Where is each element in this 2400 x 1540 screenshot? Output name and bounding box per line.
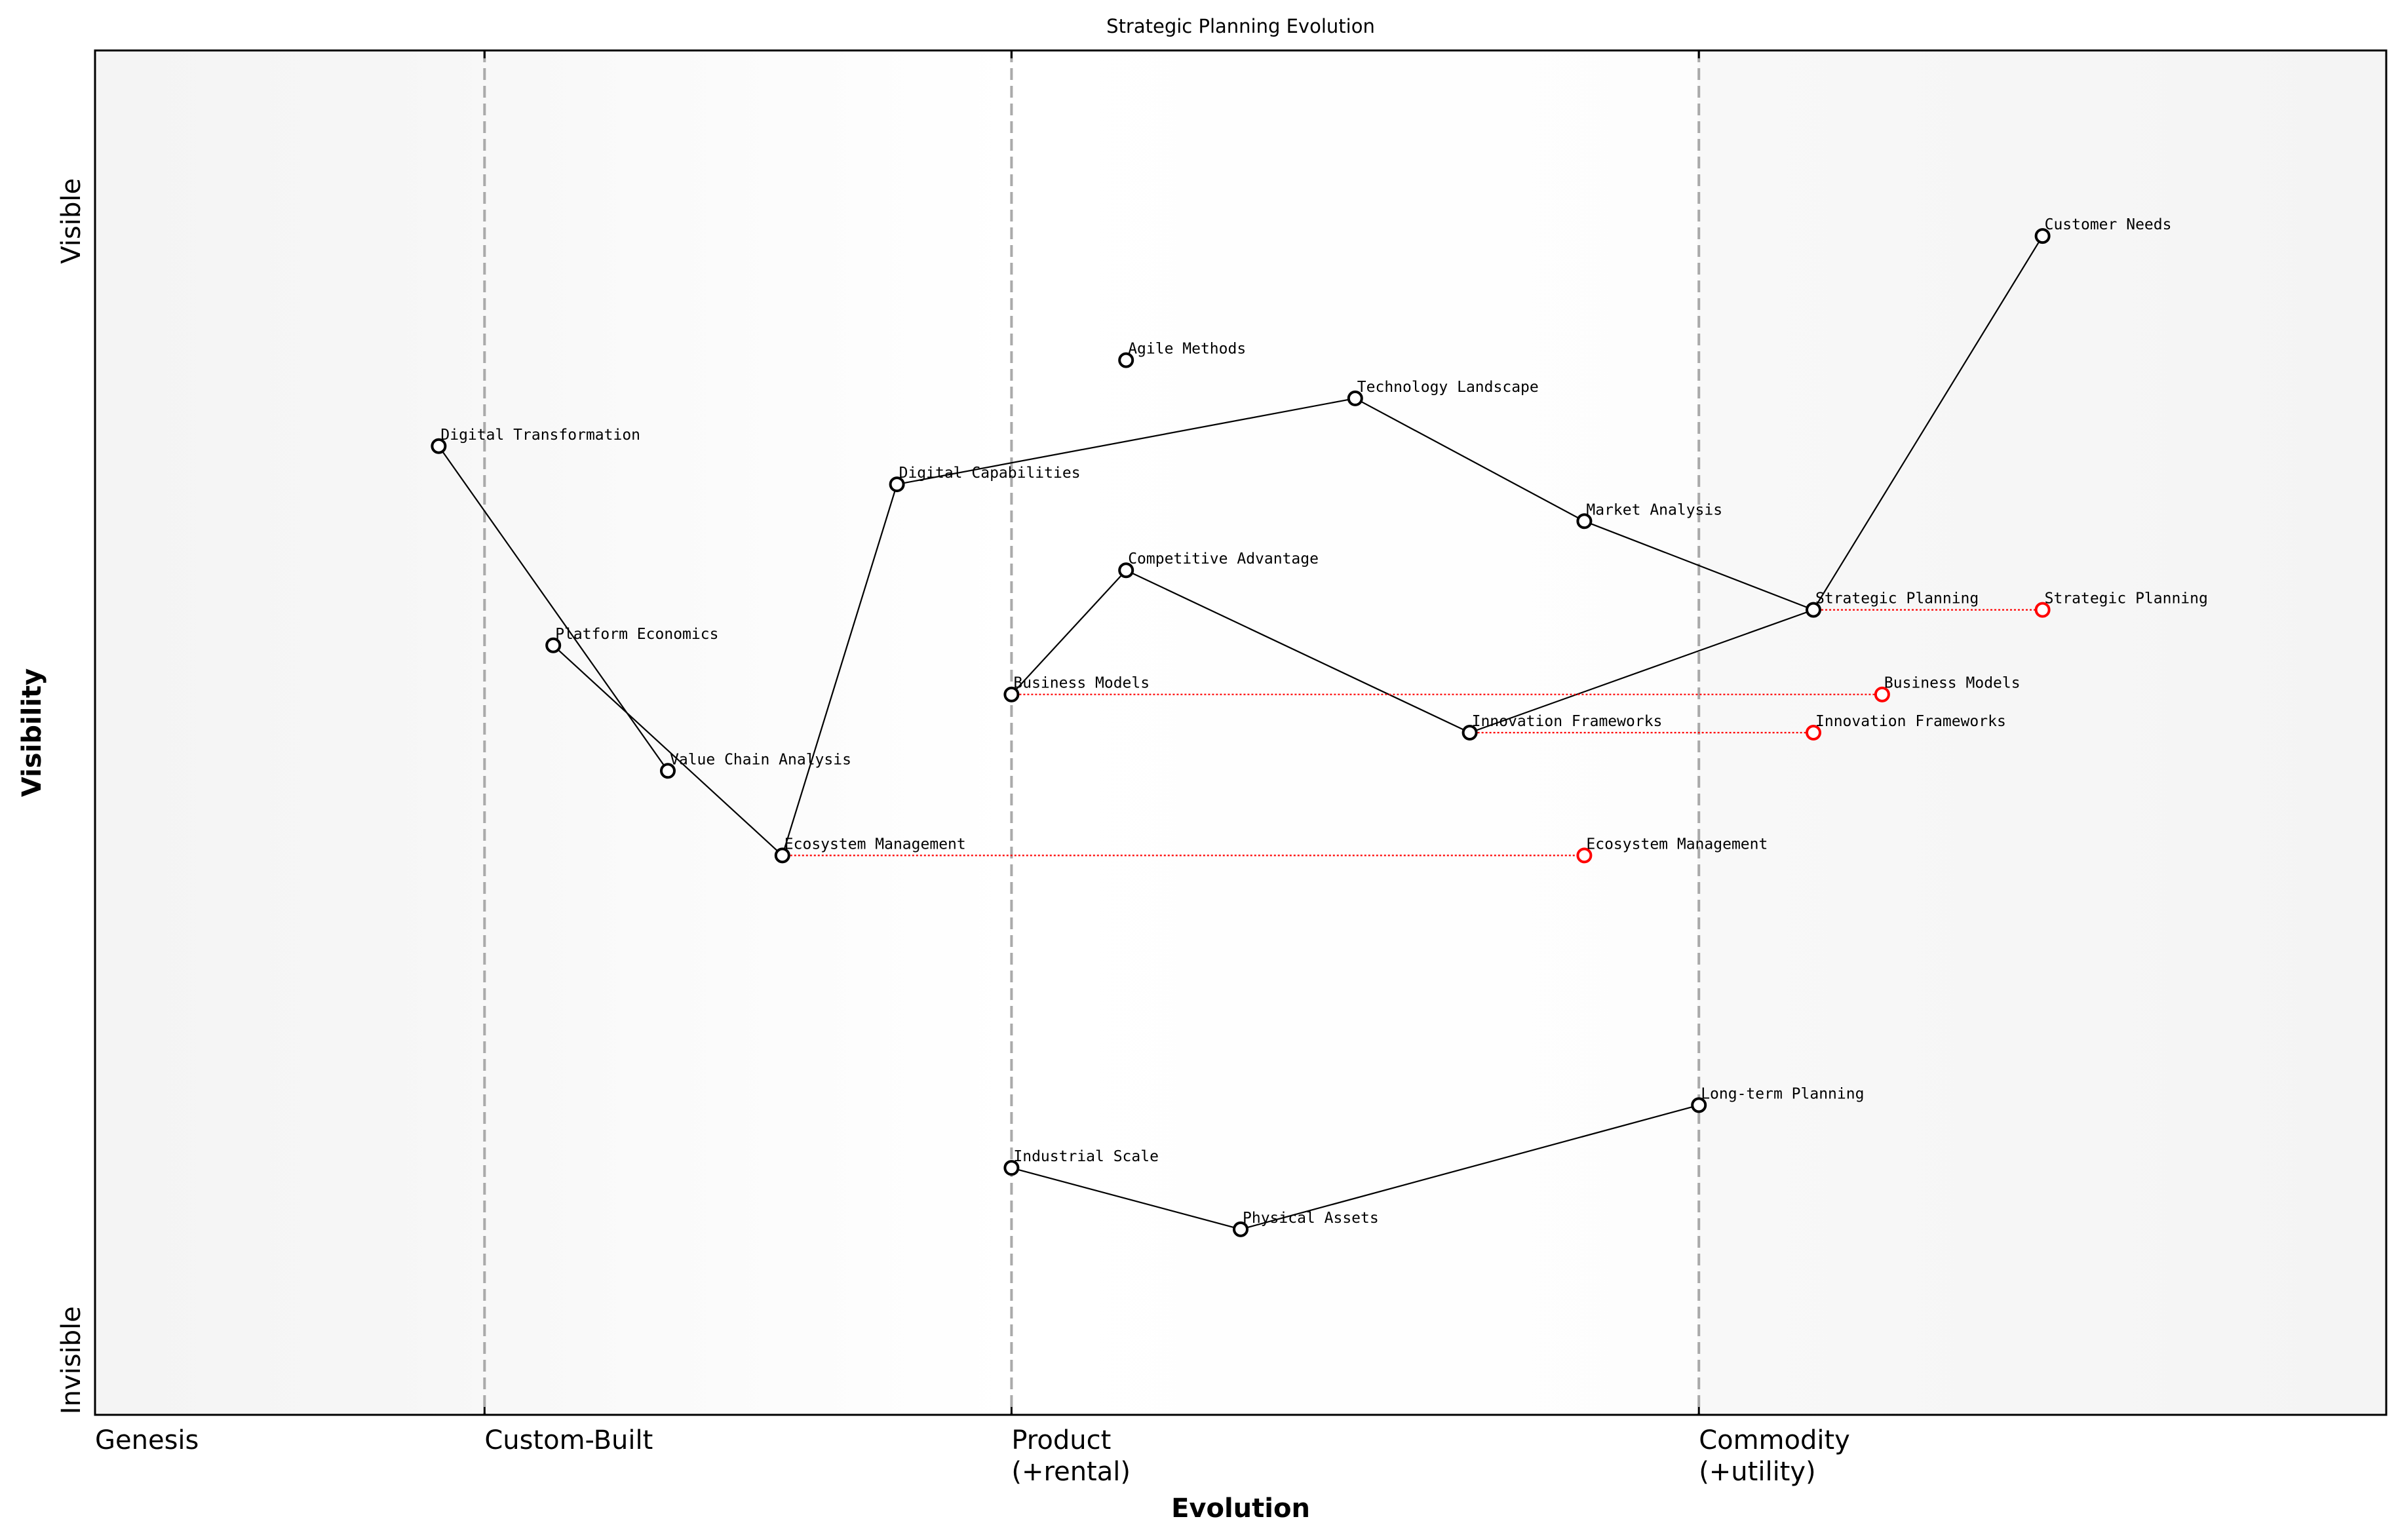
evolved-component-label: Ecosystem Management — [1586, 836, 1768, 853]
component-label: Customer Needs — [2045, 216, 2172, 233]
component-label: Market Analysis — [1586, 501, 1722, 518]
evolved-component-label: Business Models — [1884, 675, 2021, 692]
evolved-component-marker — [1806, 725, 1821, 741]
component-marker — [1691, 1097, 1707, 1113]
dependency-link — [1584, 520, 1814, 611]
component-label: Business Models — [1013, 675, 1150, 692]
component-marker — [1576, 513, 1593, 529]
dependency-link — [1240, 1104, 1699, 1230]
component-label: Long-term Planning — [1701, 1085, 1864, 1102]
x-tick-label: Custom-Built — [484, 1425, 653, 1455]
component-marker — [660, 763, 676, 779]
component-marker — [1118, 562, 1134, 579]
component-label: Innovation Frameworks — [1472, 713, 1663, 730]
chart-title: Strategic Planning Evolution — [1106, 15, 1375, 37]
dependency-link — [1011, 569, 1127, 695]
component-marker — [1806, 602, 1821, 618]
y-tick-label: Invisible — [56, 1306, 87, 1414]
x-tick-label: Product (+rental) — [1011, 1425, 1131, 1487]
evolved-component-label: Strategic Planning — [2045, 590, 2208, 607]
component-marker — [889, 476, 905, 493]
dependency-link — [438, 446, 668, 771]
component-marker — [545, 637, 562, 653]
y-tick-label: Visible — [56, 178, 87, 264]
component-label: Agile Methods — [1128, 341, 1246, 358]
dependency-link — [781, 484, 898, 856]
component-label: Physical Assets — [1243, 1210, 1379, 1227]
dependency-link — [1813, 235, 2043, 611]
component-label: Value Chain Analysis — [670, 751, 851, 768]
dependency-link — [1355, 397, 1585, 522]
plot-background — [95, 50, 2386, 1415]
component-marker — [1003, 686, 1020, 703]
dependency-link — [1125, 569, 1471, 733]
dependency-link — [552, 644, 783, 857]
y-axis-label: Visibility — [17, 668, 47, 797]
component-marker — [1347, 390, 1363, 406]
component-label: Digital Capabilities — [899, 465, 1081, 482]
component-label: Industrial Scale — [1013, 1148, 1159, 1165]
component-marker — [1118, 352, 1134, 368]
x-tick-label: Commodity (+utility) — [1699, 1425, 1850, 1487]
component-label: Digital Transformation — [440, 427, 640, 444]
component-marker — [1461, 725, 1478, 741]
component-label: Ecosystem Management — [784, 836, 966, 853]
evolved-component-marker — [1576, 847, 1593, 864]
component-label: Platform Economics — [555, 626, 718, 643]
component-marker — [2034, 228, 2051, 244]
evolved-component-marker — [2034, 602, 2051, 618]
x-axis-label: Evolution — [1171, 1493, 1310, 1524]
component-label: Competitive Advantage — [1128, 550, 1319, 568]
plot-frame — [94, 49, 2388, 1416]
component-label: Strategic Planning — [1815, 590, 1979, 607]
component-marker — [1233, 1221, 1248, 1237]
dependency-link — [897, 397, 1356, 486]
component-label: Technology Landscape — [1357, 379, 1539, 396]
dependency-link — [1469, 609, 1814, 734]
component-marker — [1003, 1160, 1020, 1176]
dependency-link — [1011, 1167, 1241, 1230]
evolved-component-marker — [1874, 686, 1890, 703]
component-marker — [774, 847, 790, 864]
component-marker — [431, 438, 447, 454]
evolved-component-label: Innovation Frameworks — [1815, 713, 2006, 730]
x-tick-label: Genesis — [95, 1425, 199, 1455]
